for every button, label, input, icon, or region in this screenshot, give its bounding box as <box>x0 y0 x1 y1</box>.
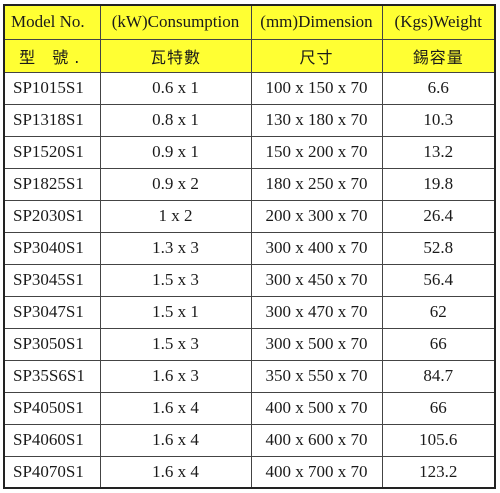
table-row: SP3047S1 1.5 x 1 300 x 470 x 70 62 <box>3 295 496 329</box>
header-model-no: Model No. <box>3 4 101 40</box>
weight-cell: 10.3 <box>381 103 496 137</box>
weight-cell: 19.8 <box>381 167 496 201</box>
weight-cell: 84.7 <box>381 359 496 393</box>
table-row: SP35S6S1 1.6 x 3 350 x 550 x 70 84.7 <box>3 359 496 393</box>
weight-cell: 13.2 <box>381 135 496 169</box>
header-dimension-zh: 尺寸 <box>250 38 383 73</box>
table-row: SP3045S1 1.5 x 3 300 x 450 x 70 56.4 <box>3 263 496 297</box>
table-row: SP4060S1 1.6 x 4 400 x 600 x 70 105.6 <box>3 423 496 457</box>
model-cell: SP3050S1 <box>3 327 101 361</box>
model-cell: SP4060S1 <box>3 423 101 457</box>
dimension-cell: 100 x 150 x 70 <box>250 71 383 105</box>
dimension-cell: 300 x 400 x 70 <box>250 231 383 265</box>
model-cell: SP1015S1 <box>3 71 101 105</box>
header-weight: (Kgs)Weight <box>381 4 496 40</box>
consumption-cell: 1.6 x 4 <box>99 391 252 425</box>
model-cell: SP4070S1 <box>3 455 101 489</box>
table-row: SP1520S1 0.9 x 1 150 x 200 x 70 13.2 <box>3 135 496 169</box>
consumption-cell: 1 x 2 <box>99 199 252 233</box>
header-weight-zh: 錫容量 <box>381 38 496 73</box>
consumption-cell: 1.5 x 3 <box>99 327 252 361</box>
dimension-cell: 200 x 300 x 70 <box>250 199 383 233</box>
table-row: SP1318S1 0.8 x 1 130 x 180 x 70 10.3 <box>3 103 496 137</box>
consumption-cell: 0.6 x 1 <box>99 71 252 105</box>
header-consumption-zh: 瓦特數 <box>99 38 252 73</box>
model-cell: SP3047S1 <box>3 295 101 329</box>
consumption-cell: 1.6 x 3 <box>99 359 252 393</box>
consumption-cell: 1.5 x 3 <box>99 263 252 297</box>
header-row-chinese: 型 號. 瓦特數 尺寸 錫容量 <box>3 38 496 73</box>
dimension-cell: 130 x 180 x 70 <box>250 103 383 137</box>
consumption-cell: 1.6 x 4 <box>99 455 252 489</box>
consumption-cell: 0.8 x 1 <box>99 103 252 137</box>
weight-cell: 123.2 <box>381 455 496 489</box>
table-row: SP4050S1 1.6 x 4 400 x 500 x 70 66 <box>3 391 496 425</box>
dimension-cell: 300 x 450 x 70 <box>250 263 383 297</box>
weight-cell: 56.4 <box>381 263 496 297</box>
table-row: SP1015S1 0.6 x 1 100 x 150 x 70 6.6 <box>3 71 496 105</box>
spec-table: Model No. (kW)Consumption (mm)Dimension … <box>3 4 496 489</box>
model-cell: SP1825S1 <box>3 167 101 201</box>
consumption-cell: 1.5 x 1 <box>99 295 252 329</box>
dimension-cell: 300 x 500 x 70 <box>250 327 383 361</box>
model-cell: SP1520S1 <box>3 135 101 169</box>
consumption-cell: 0.9 x 1 <box>99 135 252 169</box>
model-cell: SP35S6S1 <box>3 359 101 393</box>
weight-cell: 105.6 <box>381 423 496 457</box>
consumption-cell: 1.3 x 3 <box>99 231 252 265</box>
dimension-cell: 400 x 600 x 70 <box>250 423 383 457</box>
header-model-no-zh: 型 號. <box>3 38 101 73</box>
dimension-cell: 300 x 470 x 70 <box>250 295 383 329</box>
header-dimension: (mm)Dimension <box>250 4 383 40</box>
weight-cell: 66 <box>381 391 496 425</box>
header-row-english: Model No. (kW)Consumption (mm)Dimension … <box>3 4 496 40</box>
weight-cell: 52.8 <box>381 231 496 265</box>
table-row: SP4070S1 1.6 x 4 400 x 700 x 70 123.2 <box>3 455 496 489</box>
weight-cell: 26.4 <box>381 199 496 233</box>
weight-cell: 6.6 <box>381 71 496 105</box>
dimension-cell: 350 x 550 x 70 <box>250 359 383 393</box>
table-row: SP3040S1 1.3 x 3 300 x 400 x 70 52.8 <box>3 231 496 265</box>
model-cell: SP3040S1 <box>3 231 101 265</box>
table-row: SP1825S1 0.9 x 2 180 x 250 x 70 19.8 <box>3 167 496 201</box>
table-row: SP2030S1 1 x 2 200 x 300 x 70 26.4 <box>3 199 496 233</box>
model-cell: SP3045S1 <box>3 263 101 297</box>
dimension-cell: 400 x 700 x 70 <box>250 455 383 489</box>
consumption-cell: 1.6 x 4 <box>99 423 252 457</box>
weight-cell: 66 <box>381 327 496 361</box>
model-cell: SP4050S1 <box>3 391 101 425</box>
model-cell: SP1318S1 <box>3 103 101 137</box>
weight-cell: 62 <box>381 295 496 329</box>
consumption-cell: 0.9 x 2 <box>99 167 252 201</box>
table-row: SP3050S1 1.5 x 3 300 x 500 x 70 66 <box>3 327 496 361</box>
dimension-cell: 400 x 500 x 70 <box>250 391 383 425</box>
dimension-cell: 150 x 200 x 70 <box>250 135 383 169</box>
header-consumption: (kW)Consumption <box>99 4 252 40</box>
dimension-cell: 180 x 250 x 70 <box>250 167 383 201</box>
model-cell: SP2030S1 <box>3 199 101 233</box>
